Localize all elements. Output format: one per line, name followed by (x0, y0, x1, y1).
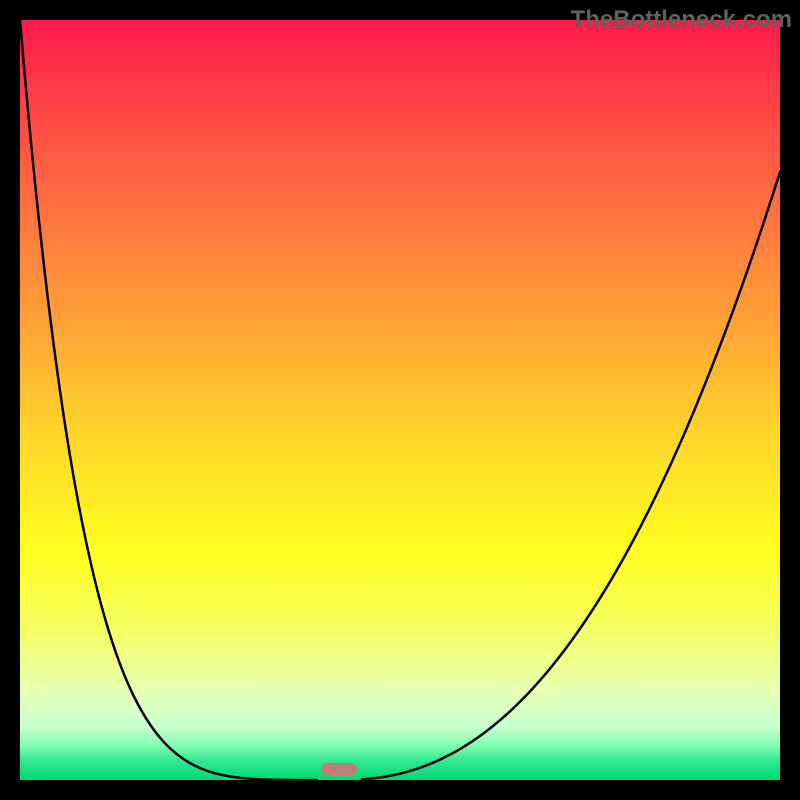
watermark-text: TheBottleneck.com (571, 6, 792, 34)
chart-canvas: TheBottleneck.com (0, 0, 800, 800)
plot-area (20, 20, 780, 780)
bottleneck-curve (20, 20, 780, 780)
notch-marker (321, 763, 357, 775)
